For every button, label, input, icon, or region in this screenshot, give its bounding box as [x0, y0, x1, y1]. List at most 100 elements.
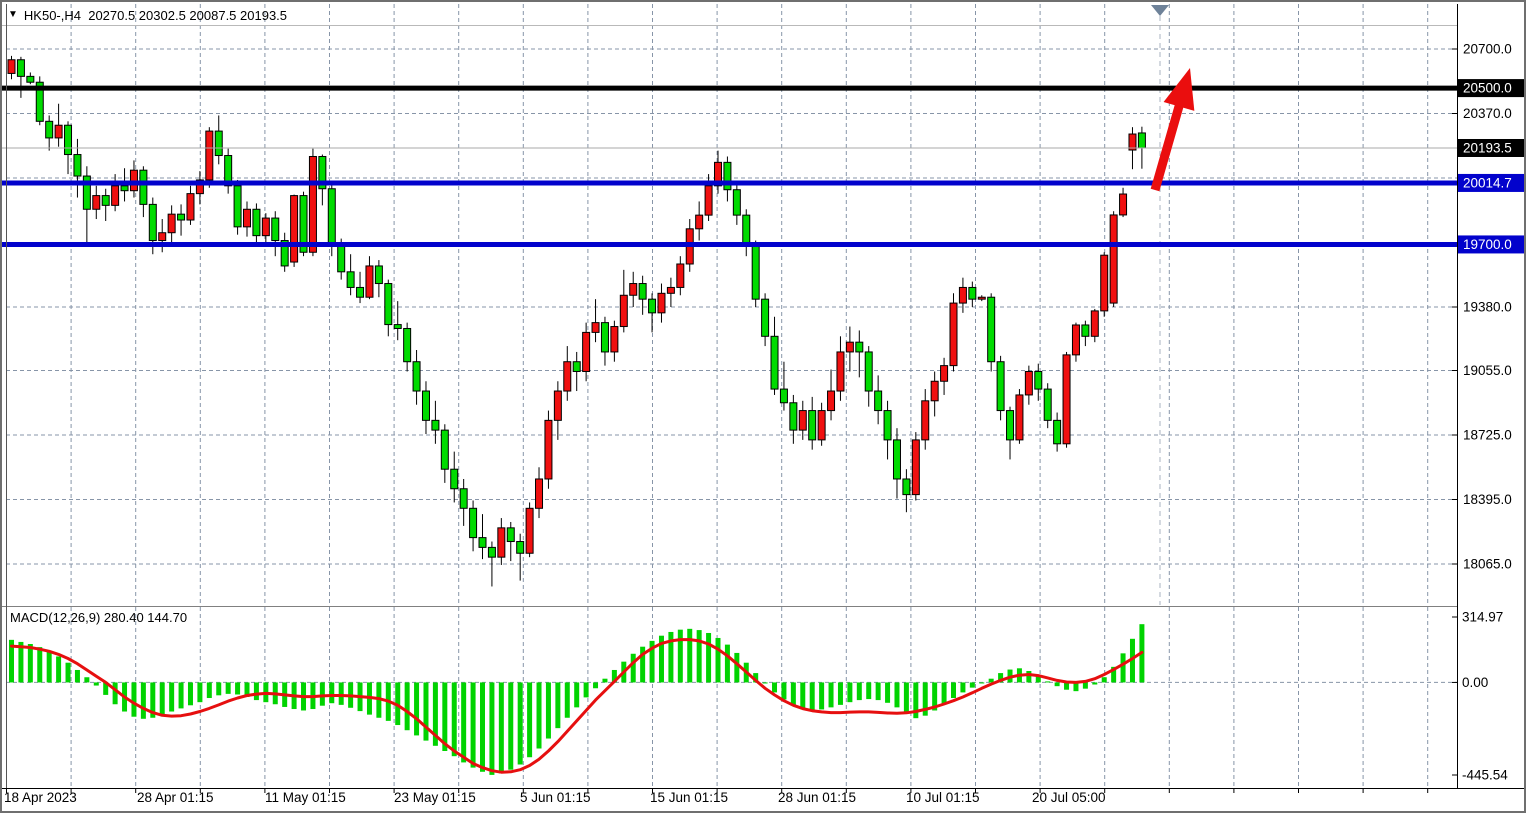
macd-histogram-bar	[1101, 677, 1107, 683]
macd-histogram-bar	[461, 682, 467, 763]
macd-tick-label: 314.97	[1462, 610, 1503, 625]
candle-body	[16, 59, 25, 77]
macd-histogram-bar	[979, 682, 985, 684]
trend-arrow-shaft[interactable]	[1150, 99, 1185, 192]
trend-arrow-head[interactable]	[1163, 68, 1195, 111]
macd-histogram-bar	[894, 682, 900, 708]
candle-body	[930, 380, 939, 402]
macd-histogram-bar	[216, 682, 222, 696]
macd-histogram-bar	[1045, 681, 1051, 683]
macd-histogram-bar	[253, 682, 259, 701]
candle-body	[902, 478, 911, 496]
date-label: 11 May 01:15	[265, 790, 346, 805]
candle-body	[205, 130, 214, 181]
candle-body	[214, 130, 223, 157]
candle-body	[798, 410, 807, 431]
macd-histogram-bar	[781, 682, 787, 700]
candle-body	[666, 286, 675, 294]
macd-histogram-bar	[140, 682, 146, 719]
candle-body	[544, 419, 553, 480]
macd-histogram-bar	[112, 682, 118, 705]
macd-histogram-bar	[969, 682, 975, 688]
macd-histogram-bar	[753, 673, 759, 683]
candle-body	[657, 292, 666, 314]
macd-histogram-bar	[470, 682, 476, 768]
macd-histogram-bar	[555, 682, 561, 729]
macd-histogram-bar	[941, 682, 947, 705]
date-label: 10 Jul 01:15	[906, 790, 980, 805]
macd-histogram-bar	[724, 644, 730, 683]
price-tick-label: 19055.0	[1463, 363, 1512, 378]
macd-histogram-bar	[178, 682, 184, 709]
price-level-badge-label: 19700.0	[1463, 237, 1512, 252]
candle-body	[459, 488, 468, 509]
candle-body	[949, 302, 958, 367]
macd-histogram-bar	[1120, 653, 1126, 683]
candle-body	[629, 283, 638, 296]
macd-histogram-bar	[187, 682, 193, 706]
macd-histogram-bar	[414, 682, 420, 736]
candle-body	[308, 155, 317, 253]
candle-body	[808, 410, 817, 441]
price-tick-label: 18725.0	[1463, 428, 1512, 443]
candle-body	[1137, 132, 1146, 149]
macd-histogram-bar	[922, 682, 928, 716]
macd-histogram-bar	[206, 682, 212, 699]
macd-histogram-bar	[37, 647, 43, 683]
candle-body	[233, 185, 242, 228]
candle-body	[761, 298, 770, 337]
date-label: 20 Jul 05:00	[1032, 790, 1106, 805]
candle-body	[732, 189, 741, 216]
candle-body	[45, 120, 54, 139]
macd-histogram-bar	[56, 656, 62, 683]
macd-histogram-bar	[687, 628, 693, 683]
symbol-dropdown-icon[interactable]: ▼	[8, 9, 18, 20]
macd-histogram-bar	[225, 682, 231, 694]
candle-body	[855, 341, 864, 353]
candle-body	[911, 439, 920, 496]
macd-histogram-bar	[338, 682, 344, 705]
bar-marker-triangle-icon[interactable]	[1151, 5, 1169, 16]
macd-histogram-bar	[960, 682, 966, 693]
candle-body	[318, 155, 327, 190]
date-label: 15 Jun 01:15	[650, 790, 728, 805]
macd-histogram-bar	[583, 682, 589, 698]
time-axis-background[interactable]	[2, 789, 1526, 813]
macd-histogram-bar	[517, 682, 523, 765]
macd-indicator-label: MACD(12,26,9) 280.40 144.70	[10, 610, 188, 625]
price-level-badge-label: 20193.5	[1463, 140, 1512, 155]
candle-body	[864, 351, 873, 392]
candle-body	[770, 335, 779, 390]
candle-body	[167, 213, 176, 234]
candle-body	[742, 214, 751, 245]
macd-histogram-bar	[715, 637, 721, 683]
price-level-badge-label: 20500.0	[1463, 81, 1512, 96]
macd-histogram-bar	[677, 629, 683, 683]
candle-body	[827, 390, 836, 412]
macd-histogram-bar	[913, 682, 919, 719]
macd-histogram-bar	[9, 639, 14, 683]
candle-body	[1024, 370, 1033, 396]
candle-body	[346, 271, 355, 288]
price-level-badge	[1458, 173, 1524, 192]
candle-body	[64, 124, 73, 156]
candle-body	[572, 361, 581, 372]
candle-body	[695, 214, 704, 230]
macd-histogram-bar	[527, 682, 533, 758]
candle-body	[723, 161, 732, 191]
macd-histogram-bar	[696, 630, 702, 683]
candle-body	[356, 286, 365, 298]
candle-body	[111, 185, 120, 206]
macd-histogram-bar	[762, 682, 768, 684]
macd-histogram-bar	[197, 682, 203, 703]
macd-histogram-bar	[564, 682, 570, 718]
price-axis-background[interactable]	[1458, 2, 1526, 813]
macd-histogram-bar	[1092, 682, 1098, 685]
candle-body	[148, 203, 157, 242]
macd-histogram-bar	[489, 682, 495, 775]
price-tick-label: 18395.0	[1463, 492, 1512, 507]
macd-histogram-layer	[9, 624, 1145, 775]
candle-body	[26, 75, 35, 83]
macd-histogram-bar	[658, 635, 664, 683]
